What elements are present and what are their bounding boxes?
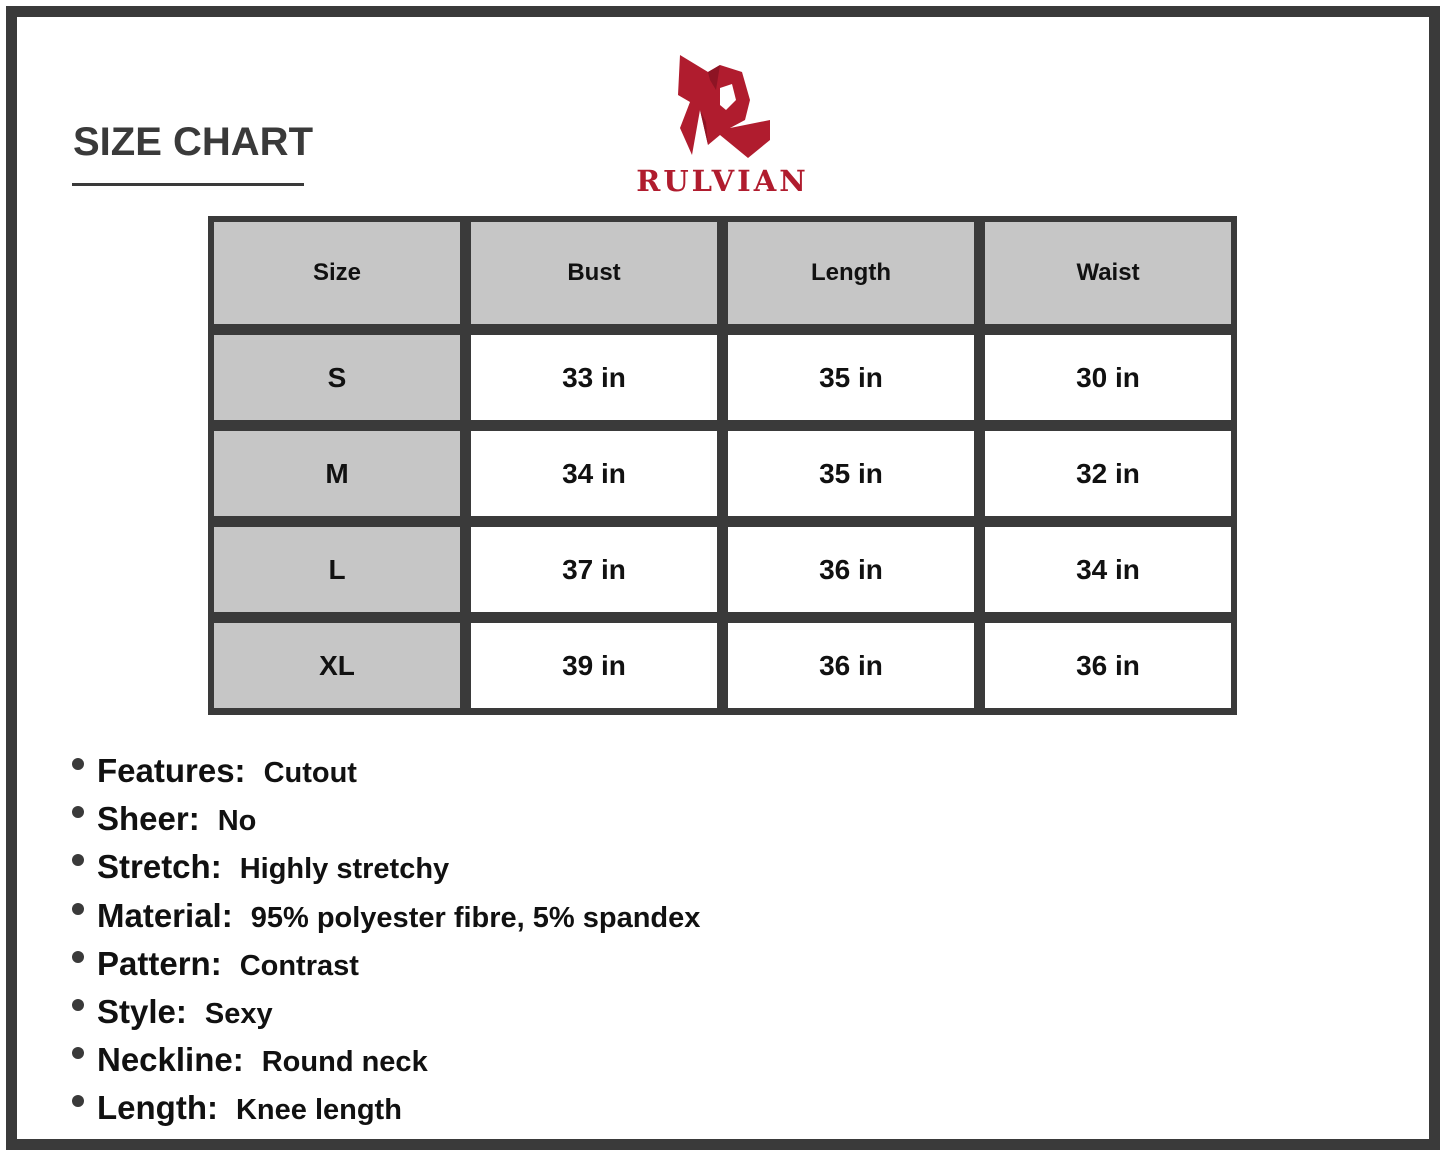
page-title: SIZE CHART — [73, 120, 313, 164]
spec-value: Sexy — [204, 997, 273, 1030]
spec-value: Cutout — [263, 757, 357, 789]
spec-value: 95% polyester fibre, 5% spandex — [250, 901, 701, 934]
spec-label: Material: — [97, 896, 233, 934]
spec-style: Style: Sexy — [72, 993, 700, 1041]
title-underline — [72, 183, 304, 186]
spec-value: No — [217, 805, 257, 838]
spec-label: Sheer: — [97, 800, 200, 838]
bullet-icon — [72, 758, 84, 770]
brand-logo: RULVIAN — [620, 50, 825, 200]
spec-features: Features: Cutout — [72, 752, 700, 800]
spec-label: Style: — [97, 992, 187, 1030]
bullet-icon — [72, 1095, 84, 1108]
length-cell: 35 in — [728, 431, 974, 516]
waist-cell: 36 in — [985, 623, 1231, 708]
waist-cell: 30 in — [985, 335, 1231, 420]
size-cell: S — [214, 335, 460, 420]
header-bust: Bust — [471, 222, 717, 324]
spec-value: Knee length — [235, 1094, 402, 1127]
size-cell: M — [214, 431, 460, 516]
length-cell: 36 in — [728, 527, 974, 612]
length-cell: 35 in — [728, 335, 974, 420]
header-size: Size — [214, 222, 460, 324]
r-logo-icon — [678, 55, 770, 158]
size-cell: L — [214, 527, 460, 612]
bust-cell: 37 in — [471, 527, 717, 612]
size-cell: XL — [214, 623, 460, 708]
bust-cell: 34 in — [471, 431, 717, 516]
brand-name: RULVIAN — [636, 164, 809, 198]
product-specs-list: Features: Cutout Sheer: No Stretch: Highly … — [72, 752, 700, 1138]
bullet-icon — [72, 854, 84, 867]
spec-label: Length: — [97, 1089, 218, 1127]
spec-material: Material: 95% polyester fibre, 5% spandex — [72, 897, 700, 945]
header-length: Length — [728, 222, 974, 324]
spec-length: Length: Knee length — [72, 1089, 700, 1137]
waist-cell: 34 in — [985, 527, 1231, 612]
bust-cell: 33 in — [471, 335, 717, 420]
spec-stretch: Stretch: Highly stretchy — [72, 848, 700, 896]
bullet-icon — [72, 998, 84, 1011]
spec-value: Highly stretchy — [239, 853, 450, 886]
spec-pattern: Pattern: Contrast — [72, 945, 700, 993]
spec-value: Contrast — [239, 949, 359, 982]
spec-label: Stretch: — [97, 848, 222, 886]
spec-neckline: Neckline: Round neck — [72, 1041, 700, 1089]
bullet-icon — [72, 806, 84, 819]
spec-label: Features: — [97, 752, 246, 789]
spec-label: Pattern: — [97, 944, 222, 982]
bullet-icon — [72, 902, 84, 915]
length-cell: 36 in — [728, 623, 974, 708]
bullet-icon — [72, 950, 84, 963]
spec-sheer: Sheer: No — [72, 800, 700, 848]
spec-label: Neckline: — [97, 1041, 244, 1079]
spec-value: Round neck — [261, 1046, 428, 1079]
size-table: Size Bust Length Waist S 33 in 35 in 30 … — [208, 216, 1237, 715]
bullet-icon — [72, 1047, 84, 1060]
bust-cell: 39 in — [471, 623, 717, 708]
header-waist: Waist — [985, 222, 1231, 324]
waist-cell: 32 in — [985, 431, 1231, 516]
